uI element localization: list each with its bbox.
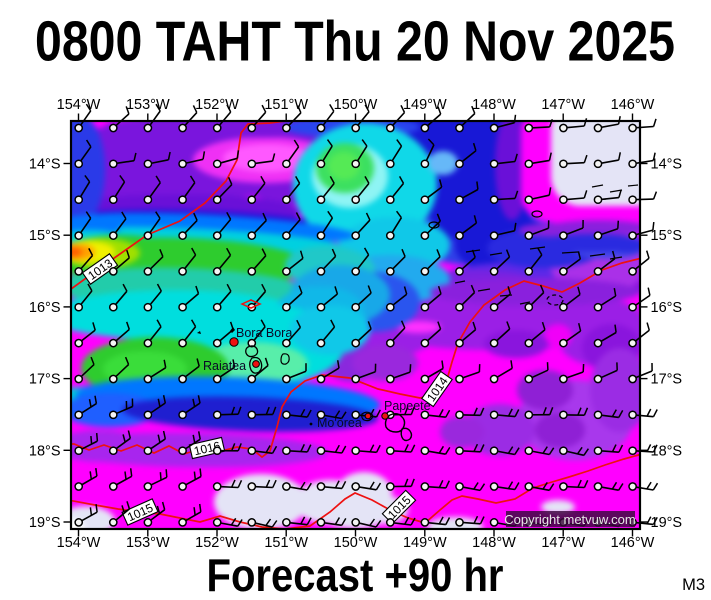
svg-text:17°S: 17°S bbox=[29, 372, 61, 388]
svg-text:16°S: 16°S bbox=[29, 300, 61, 316]
svg-text:150°W: 150°W bbox=[334, 97, 378, 113]
svg-text:148°W: 148°W bbox=[472, 535, 516, 551]
svg-text:19°S: 19°S bbox=[29, 515, 61, 531]
svg-text:146°W: 146°W bbox=[611, 97, 655, 113]
svg-text:18°S: 18°S bbox=[29, 443, 61, 459]
svg-text:153°W: 153°W bbox=[126, 535, 170, 551]
svg-text:15°S: 15°S bbox=[29, 228, 61, 244]
svg-text:154°W: 154°W bbox=[57, 97, 101, 113]
svg-text:149°W: 149°W bbox=[403, 535, 447, 551]
svg-text:15°S: 15°S bbox=[651, 228, 683, 244]
svg-text:148°W: 148°W bbox=[472, 97, 516, 113]
svg-text:18°S: 18°S bbox=[651, 443, 683, 459]
svg-text:152°W: 152°W bbox=[195, 535, 239, 551]
svg-text:17°S: 17°S bbox=[651, 372, 683, 388]
svg-text:Raiatea: Raiatea bbox=[203, 359, 246, 373]
svg-text:146°W: 146°W bbox=[611, 535, 655, 551]
svg-text:19°S: 19°S bbox=[651, 515, 683, 531]
svg-text:153°W: 153°W bbox=[126, 97, 170, 113]
svg-text:Papeete: Papeete bbox=[384, 399, 431, 413]
svg-text:Mo'orea: Mo'orea bbox=[317, 416, 362, 430]
svg-text:149°W: 149°W bbox=[403, 97, 447, 113]
svg-text:154°W: 154°W bbox=[57, 535, 101, 551]
svg-text:Copyright metvuw.com: Copyright metvuw.com bbox=[504, 512, 636, 527]
svg-text:147°W: 147°W bbox=[541, 97, 585, 113]
svg-text:Bora Bora: Bora Bora bbox=[236, 326, 292, 340]
svg-text:152°W: 152°W bbox=[195, 97, 239, 113]
svg-text:14°S: 14°S bbox=[651, 157, 683, 173]
svg-text:16°S: 16°S bbox=[651, 300, 683, 316]
svg-text:M3: M3 bbox=[682, 576, 705, 594]
svg-text:14°S: 14°S bbox=[29, 157, 61, 173]
svg-text:147°W: 147°W bbox=[541, 535, 585, 551]
svg-text:151°W: 151°W bbox=[264, 535, 308, 551]
svg-text:Forecast +90 hr: Forecast +90 hr bbox=[207, 549, 504, 600]
svg-text:151°W: 151°W bbox=[264, 97, 308, 113]
svg-text:0800 TAHT Thu 20 Nov 2025: 0800 TAHT Thu 20 Nov 2025 bbox=[35, 10, 675, 74]
svg-text:150°W: 150°W bbox=[334, 535, 378, 551]
